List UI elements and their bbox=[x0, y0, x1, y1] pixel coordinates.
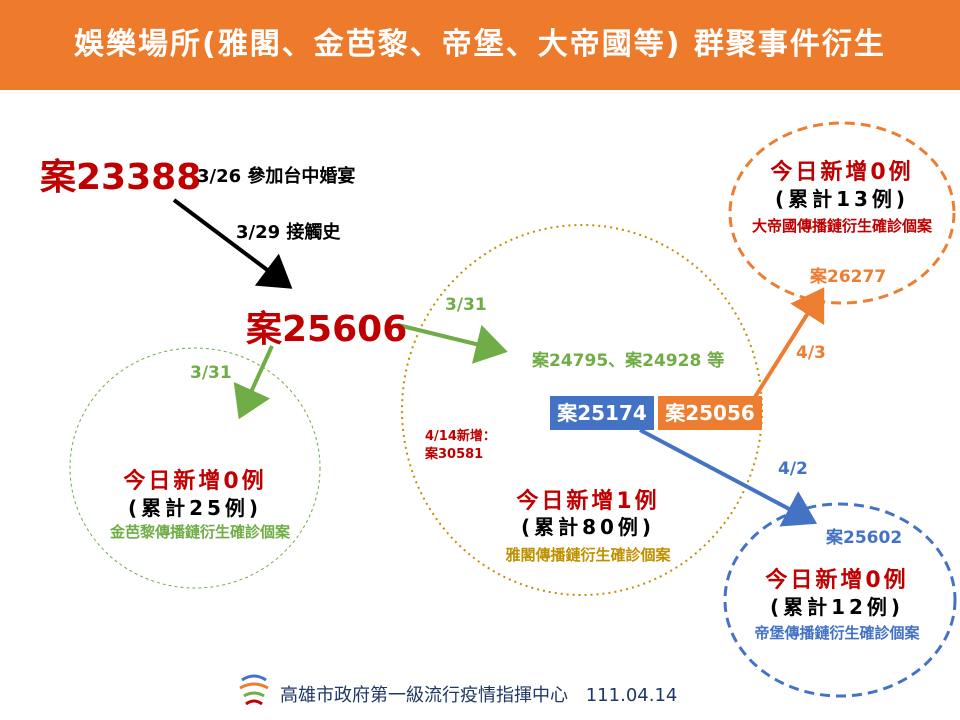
arrow-25056-to-26277 bbox=[753, 287, 825, 399]
yage-new-note-line2: 案30581 bbox=[425, 447, 484, 462]
dadiguo-circle bbox=[728, 121, 956, 305]
dibao-label: 帝堡傳播鏈衍生確診個案 bbox=[754, 624, 920, 642]
kaohsiung-logo-icon bbox=[239, 674, 269, 706]
case-25174-box: 案25174 bbox=[550, 396, 654, 430]
yage-circle bbox=[401, 224, 763, 596]
case-25606: 案25606 bbox=[246, 309, 408, 350]
dibao-today: 今日新增0例 bbox=[765, 568, 909, 593]
yage-cumulative: (累計80例) bbox=[520, 515, 656, 539]
case-26277: 案26277 bbox=[810, 267, 887, 287]
jinbali-cumulative: (累計25例) bbox=[127, 496, 263, 520]
yage-today: 今日新增1例 bbox=[516, 489, 660, 514]
jinbali-date: 3/31 bbox=[190, 363, 232, 383]
dadiguo-label: 大帝國傳播鏈衍生確診個案 bbox=[751, 217, 932, 235]
case-23388: 案23388 bbox=[40, 157, 202, 198]
dibao-circle bbox=[723, 502, 957, 698]
footer: 高雄市政府第一級流行疫情指揮中心 111.04.14 bbox=[280, 681, 677, 707]
jinbali-circle bbox=[69, 347, 321, 589]
case-25056-box: 案25056 bbox=[658, 396, 762, 430]
yage-date: 3/31 bbox=[445, 295, 487, 315]
footer-org: 高雄市政府第一級流行疫情指揮中心 bbox=[280, 685, 568, 706]
contact-note: 3/29 接觸史 bbox=[236, 222, 341, 243]
dibao-date: 4/2 bbox=[778, 459, 808, 479]
jinbali-today: 今日新增0例 bbox=[123, 469, 267, 494]
footer-date: 111.04.14 bbox=[585, 685, 678, 706]
arrow-23388-to-25606 bbox=[172, 198, 293, 289]
header-bar bbox=[0, 0, 960, 90]
arrow-25606-to-yage bbox=[397, 323, 508, 364]
case-25602: 案25602 bbox=[826, 528, 903, 548]
yage-cases: 案24795、案24928 等 bbox=[532, 351, 725, 371]
arrow-25174-to-25602 bbox=[639, 428, 818, 527]
yage-label: 雅閣傳播鏈衍生確診個案 bbox=[505, 546, 671, 564]
jinbali-label: 金芭黎傳播鏈衍生確診個案 bbox=[109, 523, 290, 541]
dadiguo-date: 4/3 bbox=[796, 343, 826, 363]
dadiguo-cumulative: (累計13例) bbox=[774, 187, 910, 211]
page-title: 娛樂場所(雅閣、金芭黎、帝堡、大帝國等) 群聚事件衍生 bbox=[74, 27, 886, 62]
yage-new-note-line1: 4/14新增： bbox=[425, 429, 496, 444]
case-23388-note: 3/26 參加台中婚宴 bbox=[197, 166, 356, 187]
arrow-25606-to-jinbali bbox=[233, 345, 274, 420]
dibao-cumulative: (累計12例) bbox=[769, 595, 905, 619]
dadiguo-today: 今日新增0例 bbox=[770, 160, 914, 185]
